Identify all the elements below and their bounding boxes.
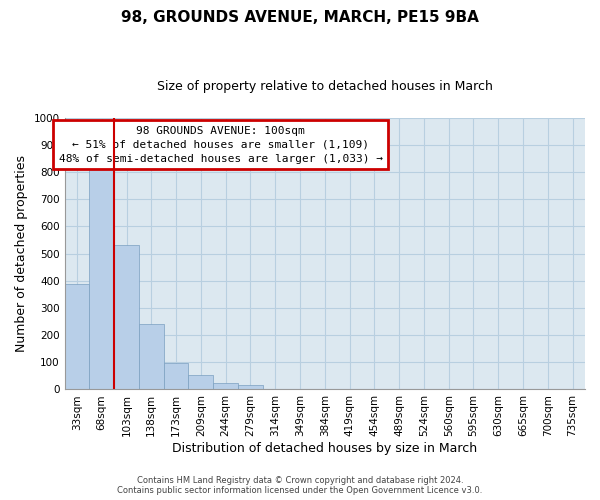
X-axis label: Distribution of detached houses by size in March: Distribution of detached houses by size … xyxy=(172,442,478,455)
Bar xyxy=(213,384,238,390)
Bar xyxy=(139,324,164,390)
Bar xyxy=(238,386,263,390)
Title: Size of property relative to detached houses in March: Size of property relative to detached ho… xyxy=(157,80,493,93)
Y-axis label: Number of detached properties: Number of detached properties xyxy=(15,155,28,352)
Bar xyxy=(114,246,139,390)
Bar xyxy=(65,284,89,390)
Bar xyxy=(164,363,188,390)
Bar xyxy=(188,376,213,390)
Text: 98, GROUNDS AVENUE, MARCH, PE15 9BA: 98, GROUNDS AVENUE, MARCH, PE15 9BA xyxy=(121,10,479,25)
Text: 98 GROUNDS AVENUE: 100sqm
← 51% of detached houses are smaller (1,109)
48% of se: 98 GROUNDS AVENUE: 100sqm ← 51% of detac… xyxy=(59,126,383,164)
Text: Contains HM Land Registry data © Crown copyright and database right 2024.
Contai: Contains HM Land Registry data © Crown c… xyxy=(118,476,482,495)
Bar xyxy=(89,164,114,390)
